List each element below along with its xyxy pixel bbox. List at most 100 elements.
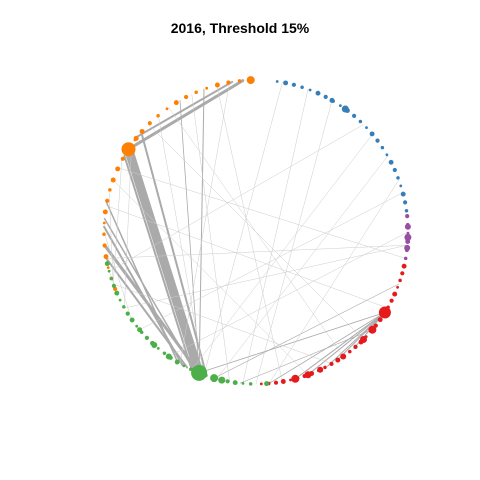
orange-node (214, 82, 220, 88)
blue-node (300, 85, 304, 89)
blue-node (315, 90, 321, 96)
green-node (125, 311, 130, 316)
green-node (156, 347, 160, 350)
blue-node (375, 138, 380, 143)
chart-title: 2016, Threshold 15% (170, 20, 310, 36)
edge-thin (108, 124, 364, 272)
blue-node (396, 176, 400, 180)
orange-node (139, 128, 145, 134)
edge-thin (139, 192, 404, 330)
red-hub-node (340, 353, 347, 360)
green-hub-node (210, 374, 219, 383)
edge-thin (106, 205, 388, 309)
green-node (144, 335, 149, 340)
red-node (401, 263, 407, 269)
blue-hub-node (329, 97, 335, 103)
orange-node (102, 221, 106, 225)
red-node (273, 380, 279, 385)
purple-hub-node (404, 223, 411, 230)
edge-thin (112, 283, 333, 364)
red-node (259, 382, 263, 386)
green-hub-node (218, 376, 226, 384)
edge-thin (242, 88, 309, 384)
blue-node (404, 209, 409, 213)
edge-thick (124, 144, 204, 378)
red-node (396, 285, 399, 289)
edge-thin (124, 244, 408, 309)
edge-thin (168, 107, 344, 357)
green-node (122, 305, 126, 309)
green-node (129, 317, 135, 323)
green-node (114, 290, 120, 296)
red-node (377, 317, 383, 323)
edge (213, 283, 400, 379)
orange-node (173, 100, 179, 106)
orange-hub-node (246, 76, 255, 85)
green-node (232, 380, 238, 386)
orange-node (106, 266, 110, 269)
edge-thin (179, 82, 230, 364)
edge (136, 80, 234, 138)
green-node (135, 324, 139, 328)
blue-node (323, 94, 328, 99)
edge-thin (255, 100, 333, 385)
green-hub-node (264, 381, 270, 387)
purple-node (405, 214, 410, 219)
blue-node (283, 80, 289, 86)
red-node (353, 344, 358, 349)
red-hub-node (368, 325, 377, 334)
blue-hub-node (341, 105, 349, 113)
blue-node (380, 145, 385, 150)
node-layer (102, 76, 412, 387)
edge-thin (103, 231, 132, 320)
blue-node (275, 80, 279, 83)
edge-thin (124, 144, 132, 309)
red-node (289, 378, 292, 382)
purple-hub-node (404, 244, 411, 251)
red-node (398, 278, 402, 283)
orange-node (105, 198, 110, 203)
blue-node (369, 131, 375, 137)
edge-thin (216, 155, 388, 380)
green-hub-node (191, 364, 208, 381)
edge (294, 312, 386, 380)
blue-node (365, 126, 368, 129)
red-node (400, 271, 405, 276)
edge-thin (168, 231, 409, 357)
purple-node (406, 231, 410, 235)
orange-node (108, 188, 112, 192)
red-hub-node (304, 371, 312, 379)
edge-thin (191, 134, 373, 371)
orange-node (102, 209, 108, 215)
blue-node (339, 104, 342, 107)
edge-thin (203, 82, 283, 376)
orange-hub-node (133, 135, 139, 141)
red-hub-node (378, 306, 391, 319)
orange-hub-node (121, 142, 136, 157)
green-node (248, 382, 253, 386)
green-hub-node (165, 353, 172, 360)
blue-node (358, 119, 363, 124)
green-node (109, 276, 114, 281)
blue-node (400, 191, 406, 197)
edge-thin (216, 84, 283, 382)
orange-node (115, 166, 121, 172)
edge-thin (191, 93, 230, 382)
orange-node (165, 107, 169, 111)
edge (127, 79, 245, 151)
orange-node (184, 94, 189, 100)
green-node (182, 364, 186, 368)
edge-thin (158, 115, 205, 376)
edge (140, 131, 208, 377)
red-hub-node (360, 336, 367, 343)
orange-node (156, 113, 160, 118)
edge (326, 312, 386, 367)
edge-thin (117, 167, 406, 259)
orange-node (226, 80, 231, 85)
green-node (118, 298, 122, 302)
red-hub-node (291, 374, 300, 383)
blue-node (403, 200, 408, 205)
edge-thin (112, 179, 309, 376)
green-node (225, 379, 230, 384)
